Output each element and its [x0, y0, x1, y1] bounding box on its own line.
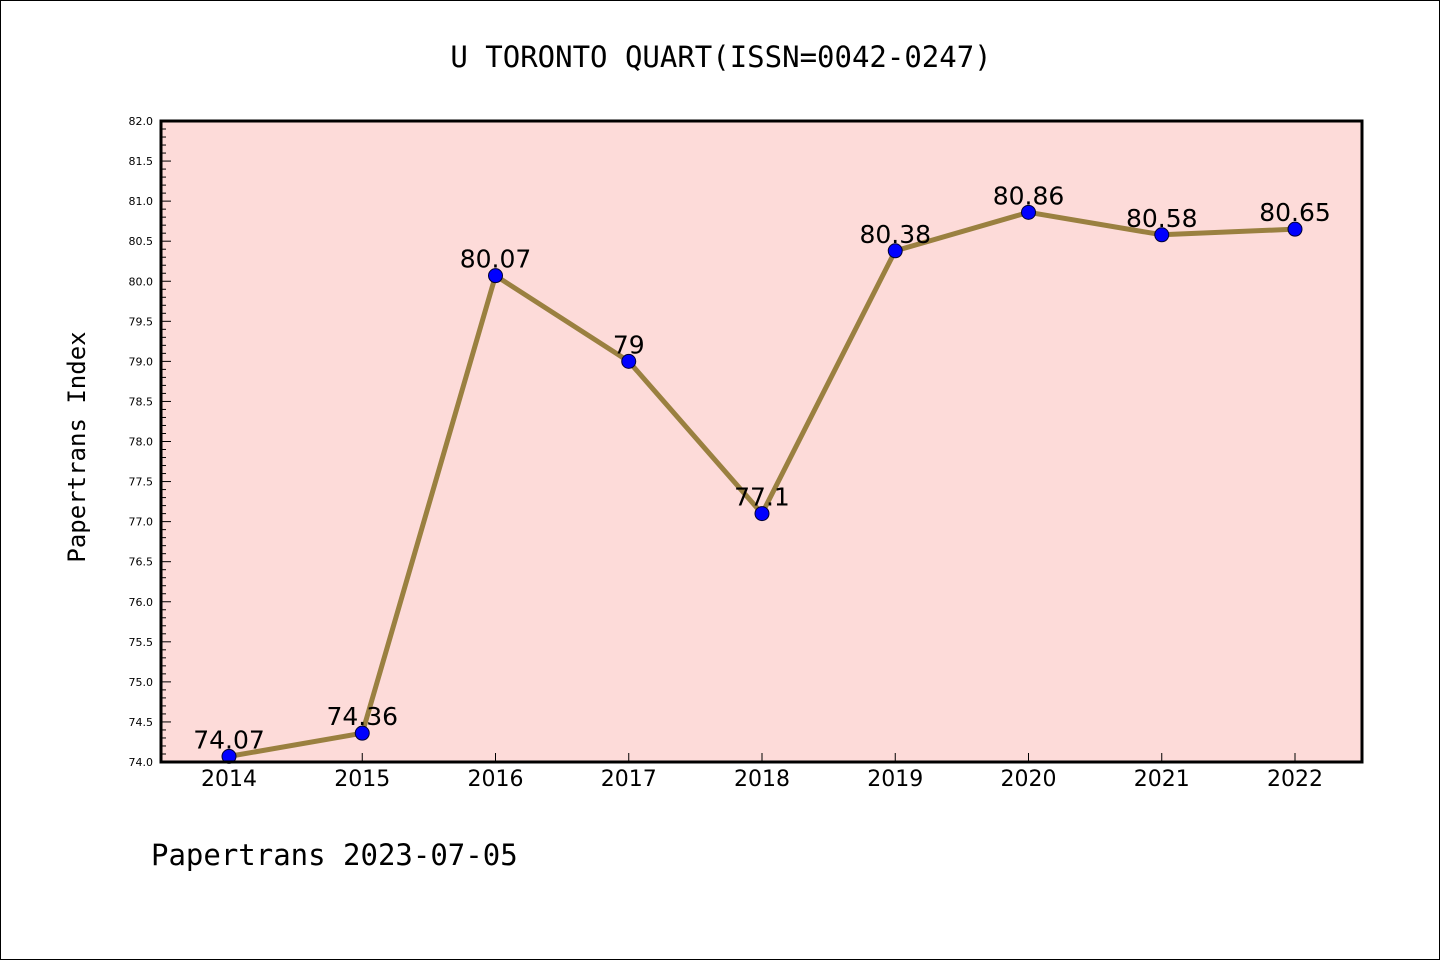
- data-point: [887, 243, 903, 259]
- x-tick-label: 2021: [1134, 767, 1190, 792]
- y-tick-label: 75.5: [129, 636, 154, 649]
- x-tick-label: 2014: [201, 767, 257, 792]
- y-tick-label: 77.5: [129, 476, 154, 489]
- x-tick-label: 2022: [1267, 767, 1323, 792]
- y-tick-label: 78.0: [129, 436, 154, 449]
- data-label: 80.38: [859, 220, 931, 249]
- y-tick-label: 75.0: [129, 676, 154, 689]
- x-tick-label: 2018: [734, 767, 790, 792]
- x-axis-ticks: 2014 2015 2016 2017 2018 2019 2020 2021 2022: [201, 753, 1323, 792]
- y-axis-ticks: 74.0 74.5 75.0 75.5 76.0 76.5 77.0 77.5 78.0 78.5…: [129, 115, 171, 769]
- y-axis-label: Papertrans Index: [63, 331, 91, 562]
- y-tick-label: 76.5: [129, 556, 154, 569]
- data-label: 80.58: [1126, 204, 1198, 233]
- y-tick-label: 80.0: [129, 275, 154, 288]
- y-tick-label: 74.5: [129, 716, 154, 729]
- y-tick-label: 78.5: [129, 395, 154, 408]
- data-point: [1021, 204, 1036, 220]
- chart-title: U TORONTO QUART(ISSN=0042-0247): [450, 40, 991, 74]
- y-tick-label: 82.0: [129, 115, 154, 128]
- data-label: 74.07: [193, 725, 265, 754]
- data-label: 74.36: [326, 702, 398, 731]
- y-tick-label: 81.0: [129, 195, 154, 208]
- x-tick-label: 2016: [468, 767, 524, 792]
- data-label: 80.07: [460, 245, 532, 274]
- x-tick-label: 2020: [1001, 767, 1057, 792]
- data-label: 79: [613, 330, 645, 359]
- y-tick-label: 81.5: [129, 155, 154, 168]
- y-tick-label: 79.5: [129, 315, 154, 328]
- data-point: [621, 353, 637, 369]
- y-tick-label: 74.0: [129, 756, 154, 769]
- data-label: 80.65: [1259, 198, 1331, 227]
- data-label: 80.86: [993, 181, 1065, 210]
- x-tick-label: 2017: [601, 767, 657, 792]
- plot-border: [159, 119, 1364, 764]
- y-tick-label: 76.0: [129, 596, 154, 609]
- y-tick-label: 77.0: [129, 516, 154, 529]
- data-markers: [221, 204, 1303, 764]
- data-point: [754, 506, 770, 522]
- x-tick-label: 2015: [334, 767, 390, 792]
- y-tick-label: 80.5: [129, 235, 154, 248]
- data-point: [354, 725, 370, 741]
- data-labels: 74.07 74.36 80.07 79 77.1 80.38 80.86 80.58 80.6…: [193, 181, 1331, 754]
- data-point: [488, 268, 503, 284]
- data-point: [1154, 227, 1170, 243]
- x-tick-label: 2019: [867, 767, 923, 792]
- footer-text: Papertrans 2023-07-05: [151, 838, 518, 872]
- data-point: [1287, 221, 1303, 237]
- y-tick-label: 79.0: [129, 355, 154, 368]
- data-label: 77.1: [734, 483, 790, 512]
